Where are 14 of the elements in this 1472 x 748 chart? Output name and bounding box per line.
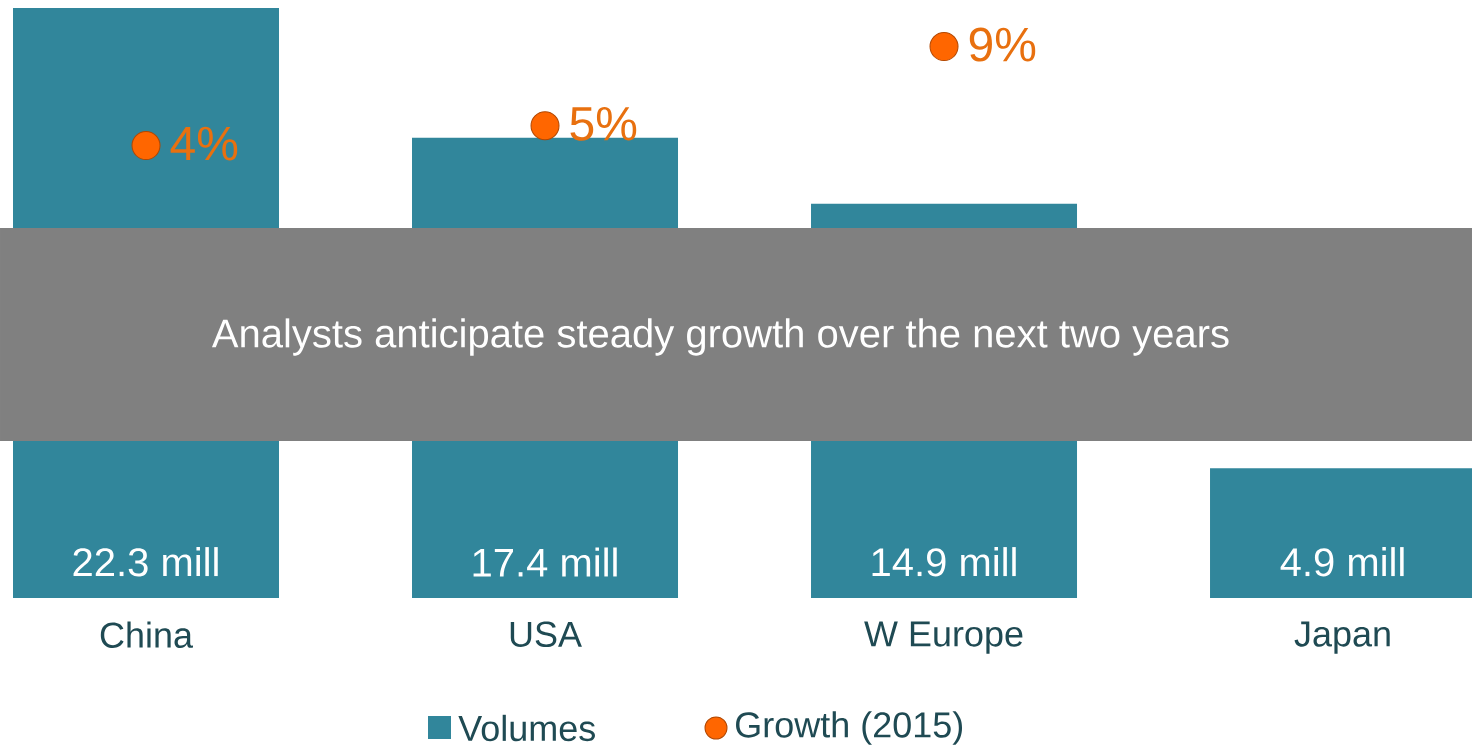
legend-label: Volumes <box>458 714 595 742</box>
x-tick-label: China <box>100 621 193 648</box>
x-tick-label: USA <box>510 621 582 648</box>
data-label: 4.9 mill <box>1280 547 1404 577</box>
legend-label: Growth (2015) <box>736 711 963 745</box>
x-tick-label: W Europe <box>864 621 1023 654</box>
data-label: 17.4 mill <box>473 547 617 577</box>
annotation: Analysts anticipate steady growth over the next two years <box>211 318 1229 356</box>
x-tick-label: Japan <box>1294 621 1390 654</box>
data-label: 14.9 mill <box>872 547 1016 577</box>
data-label: 22.3 mill <box>73 547 218 577</box>
data-label: 5% <box>570 106 637 141</box>
data-label: 9% <box>969 27 1036 62</box>
data-label: 4% <box>170 126 238 161</box>
